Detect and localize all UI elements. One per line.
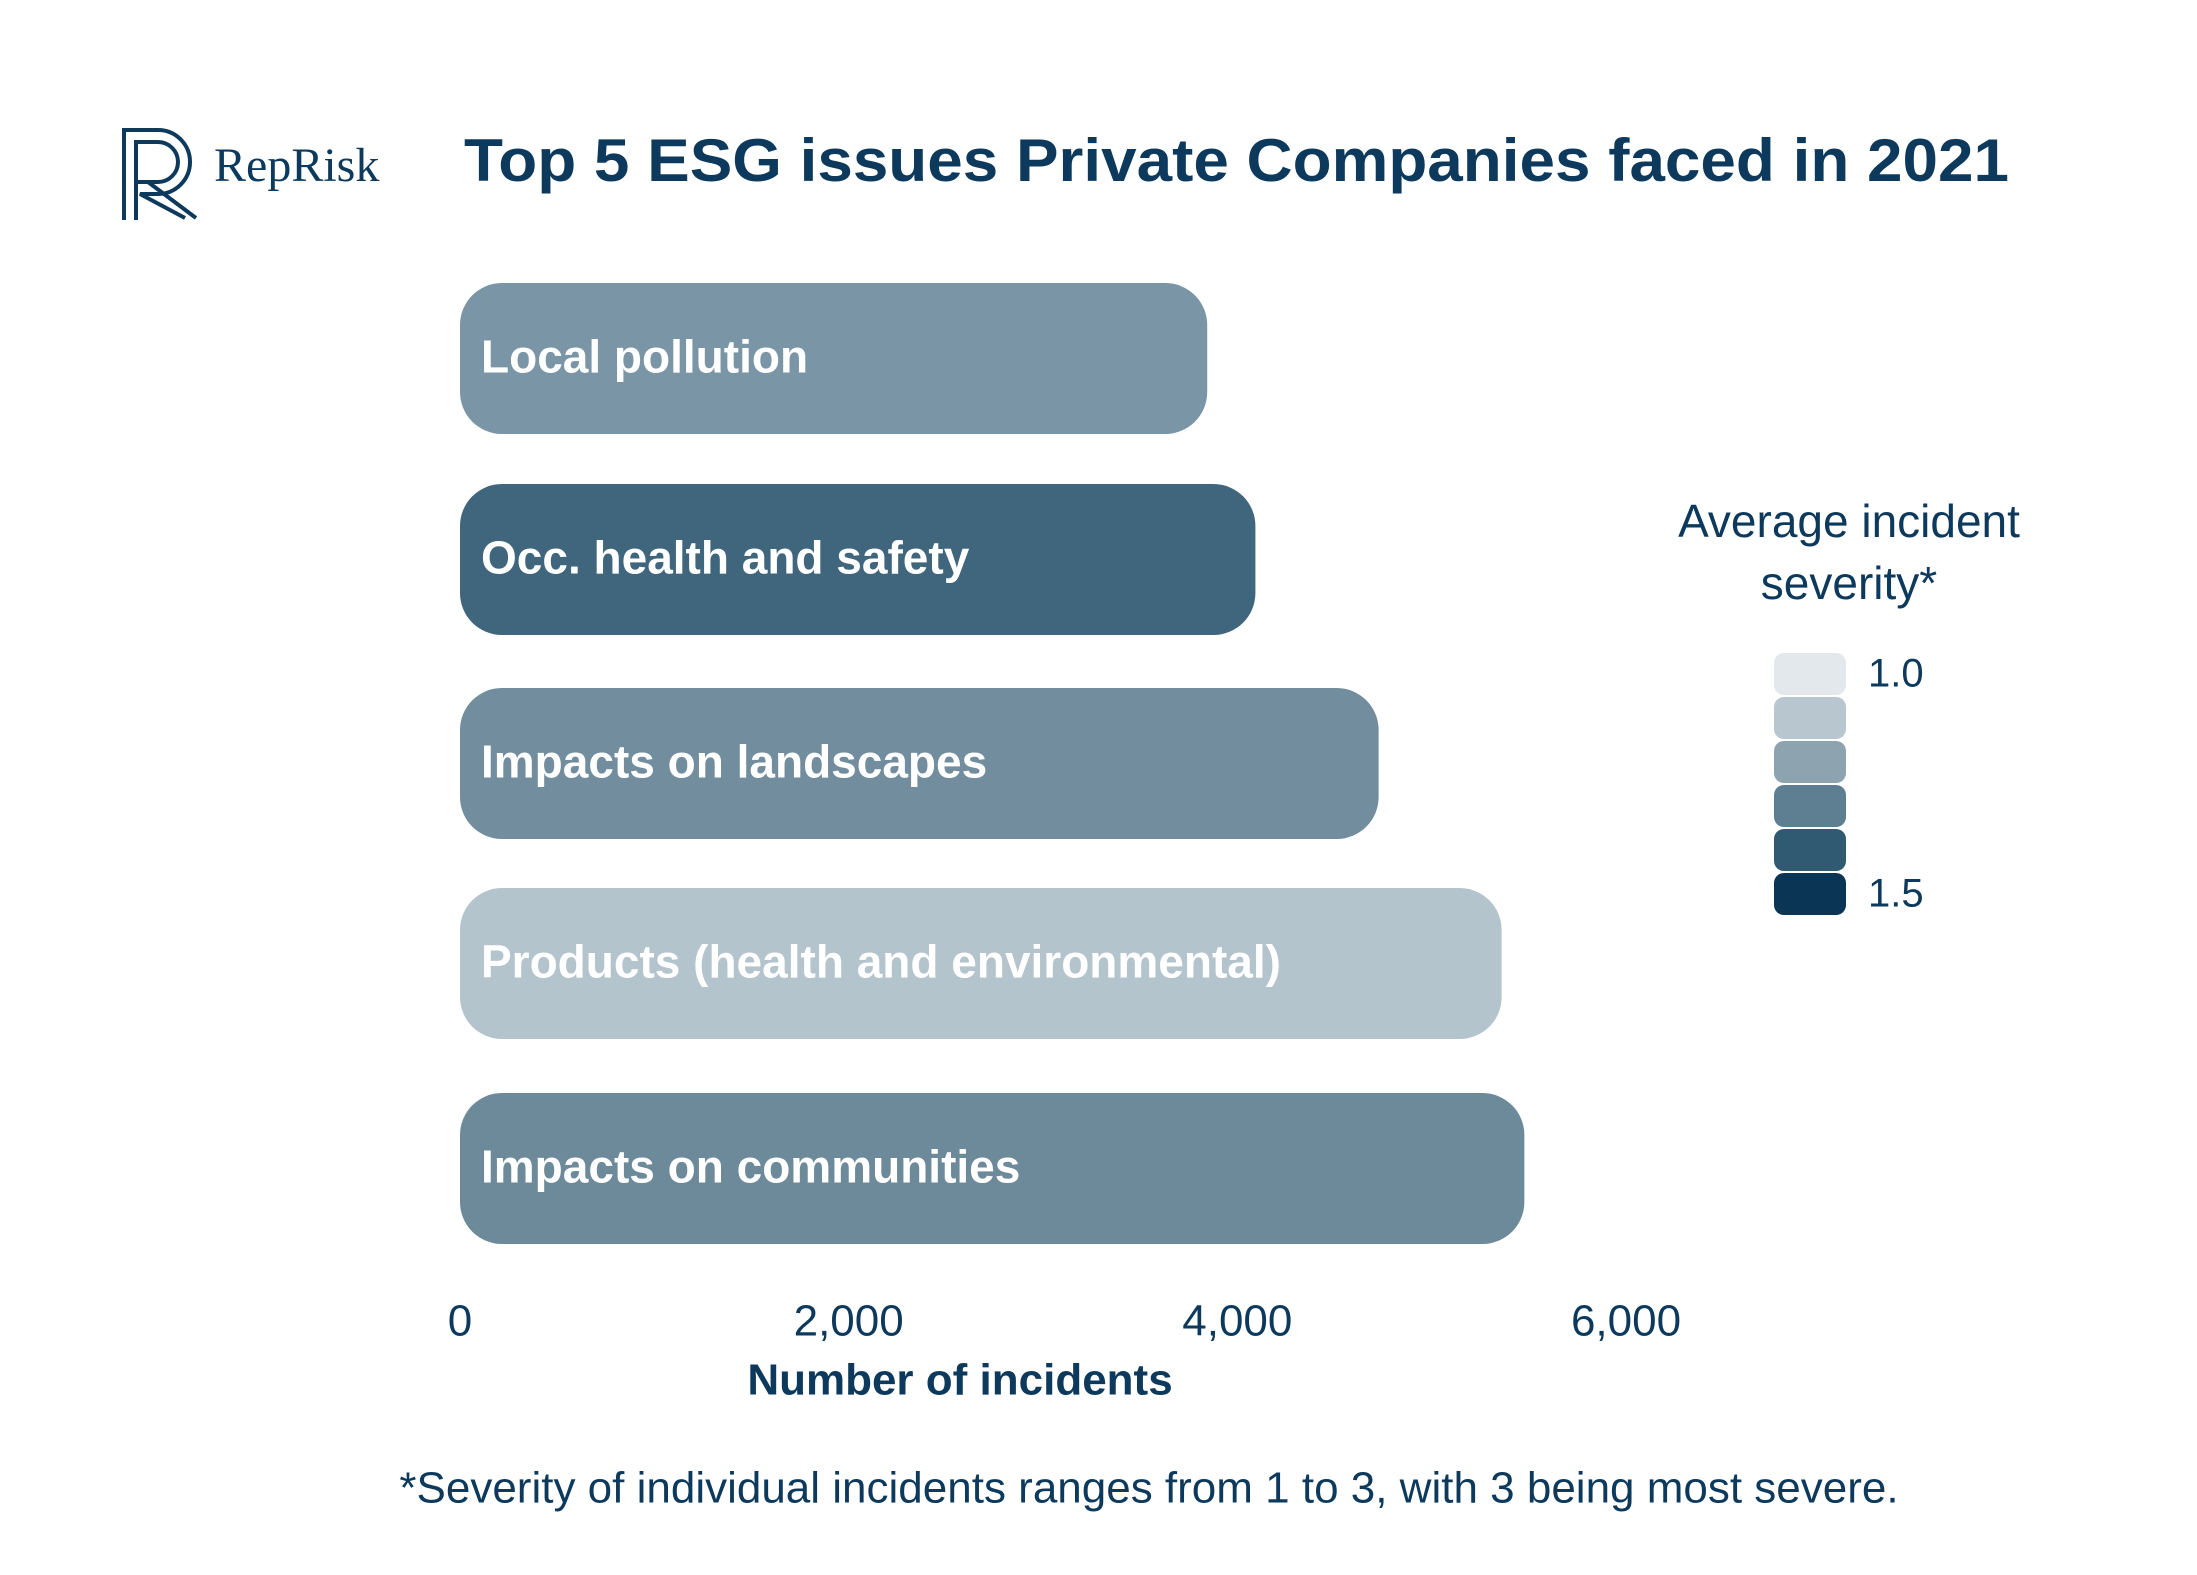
logo-mark	[122, 128, 198, 220]
bar	[460, 1093, 1525, 1244]
bar-label: Products (health and environmental)	[481, 936, 1281, 988]
bar	[460, 484, 1256, 635]
legend-swatch	[1774, 873, 1846, 915]
legend-swatch	[1774, 697, 1846, 739]
x-tick-label: 2,000	[794, 1297, 904, 1346]
x-tick-label: 6,000	[1571, 1297, 1681, 1346]
bar	[460, 283, 1208, 434]
footnote: *Severity of individual incidents ranges…	[399, 1464, 1898, 1513]
legend-swatch	[1774, 829, 1846, 871]
bar	[460, 688, 1379, 839]
bar-label: Impacts on communities	[481, 1141, 1020, 1193]
legend-label: 1.5	[1868, 872, 1924, 916]
legend-swatch	[1774, 741, 1846, 783]
bar-label: Local pollution	[481, 331, 808, 383]
bar-label: Occ. health and safety	[481, 532, 970, 584]
bar-label: Impacts on landscapes	[481, 736, 987, 788]
legend-swatch	[1774, 653, 1846, 695]
legend-swatch	[1774, 785, 1846, 827]
x-axis-label: Number of incidents	[747, 1356, 1172, 1405]
chart-title: Top 5 ESG issues Private Companies faced…	[464, 127, 2009, 194]
legend-label: 1.0	[1868, 652, 1924, 696]
bar	[460, 888, 1502, 1039]
x-tick-label: 0	[448, 1297, 472, 1346]
logo-text: RepRisk	[214, 139, 379, 192]
x-tick-label: 4,000	[1182, 1297, 1292, 1346]
legend-title: Average incident severity*	[1678, 495, 2020, 609]
